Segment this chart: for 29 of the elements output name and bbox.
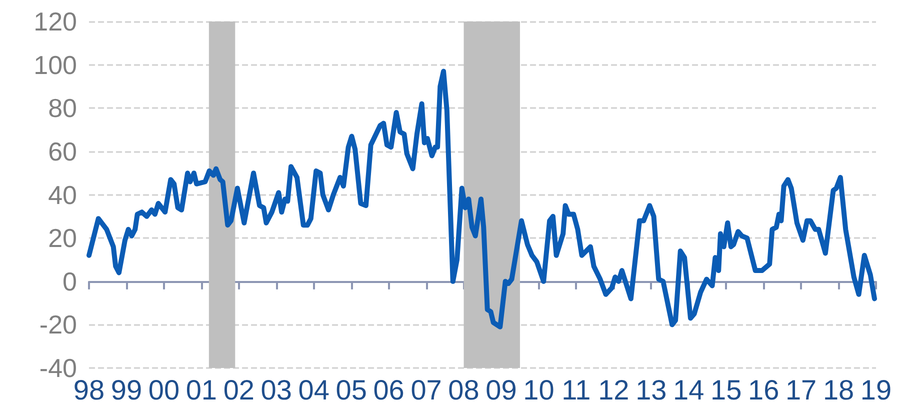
x-tick-label: 19 (860, 374, 892, 406)
x-tick-label: 12 (598, 374, 630, 406)
y-tick-label: 60 (48, 136, 77, 166)
x-tick-label: 07 (410, 374, 442, 406)
x-tick-label: 99 (110, 374, 142, 406)
x-tick-label: 13 (636, 374, 667, 406)
x-tick-label: 06 (373, 374, 404, 406)
y-tick-label: 40 (48, 180, 77, 210)
x-tick-label: 11 (562, 374, 591, 406)
y-tick-label: 100 (34, 50, 77, 80)
x-tick-label: 16 (748, 374, 780, 406)
y-tick-label: 20 (48, 223, 77, 254)
x-tick-label: 03 (260, 374, 292, 406)
x-tick-label: 08 (448, 374, 480, 406)
x-tick-label: 14 (673, 374, 704, 406)
x-tick-label: 02 (223, 374, 254, 406)
x-tick-label: 09 (486, 374, 517, 406)
x-tick-label: 01 (186, 374, 218, 406)
x-tick-label: 10 (523, 374, 554, 406)
y-tick-label: 0 (62, 266, 77, 296)
y-tick-label: -20 (39, 310, 77, 340)
x-tick-label: 04 (298, 374, 330, 406)
x-tick-label: 18 (822, 374, 854, 406)
x-tick-label: 05 (336, 374, 367, 406)
x-tick-label: 15 (710, 374, 742, 406)
y-tick-label: 120 (34, 6, 77, 36)
x-tick-label: 00 (148, 374, 180, 406)
x-tick-label: 17 (785, 374, 817, 406)
y-tick-label: 80 (48, 93, 77, 124)
